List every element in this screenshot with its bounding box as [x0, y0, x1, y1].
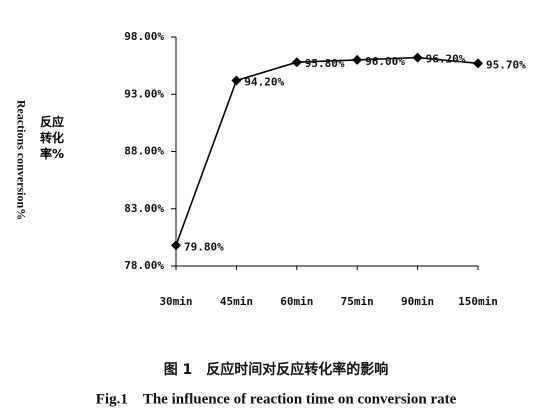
- y-axis-title-en: Reactions conversion%: [14, 100, 28, 220]
- x-tick-label: 150min: [458, 295, 498, 308]
- x-tick-label: 75min: [341, 295, 374, 308]
- y-tick-label: 93.00%: [124, 87, 164, 100]
- x-tick-label: 45min: [220, 295, 253, 308]
- data-label: 95.70%: [486, 58, 526, 71]
- marker: [231, 75, 242, 86]
- y-tick-label: 83.00%: [124, 202, 164, 215]
- data-label: 94.20%: [244, 76, 284, 89]
- marker: [171, 240, 181, 251]
- y-axis-title-cn: 反应转化率%: [40, 115, 65, 161]
- data-label: 96.20%: [426, 53, 466, 66]
- x-tick-label: 90min: [401, 295, 434, 308]
- y-tick-label: 78.00%: [124, 259, 164, 272]
- x-tick-label: 30min: [159, 295, 192, 308]
- marker: [352, 54, 363, 65]
- data-label: 79.80%: [184, 240, 224, 253]
- marker: [291, 57, 302, 68]
- marker: [412, 52, 423, 63]
- x-tick-label: 60min: [280, 295, 313, 308]
- marker: [473, 58, 483, 69]
- caption-cn: 图 1 反应时间对反应转化率的影响: [164, 361, 389, 378]
- y-tick-label: 88.00%: [124, 145, 164, 158]
- data-label: 96.00%: [365, 55, 405, 68]
- line: [175, 56, 479, 246]
- caption-en: Fig.1 The influence of reaction time on …: [96, 391, 457, 407]
- data-label: 95.80%: [305, 57, 345, 70]
- y-tick-label: 98.00%: [124, 30, 164, 43]
